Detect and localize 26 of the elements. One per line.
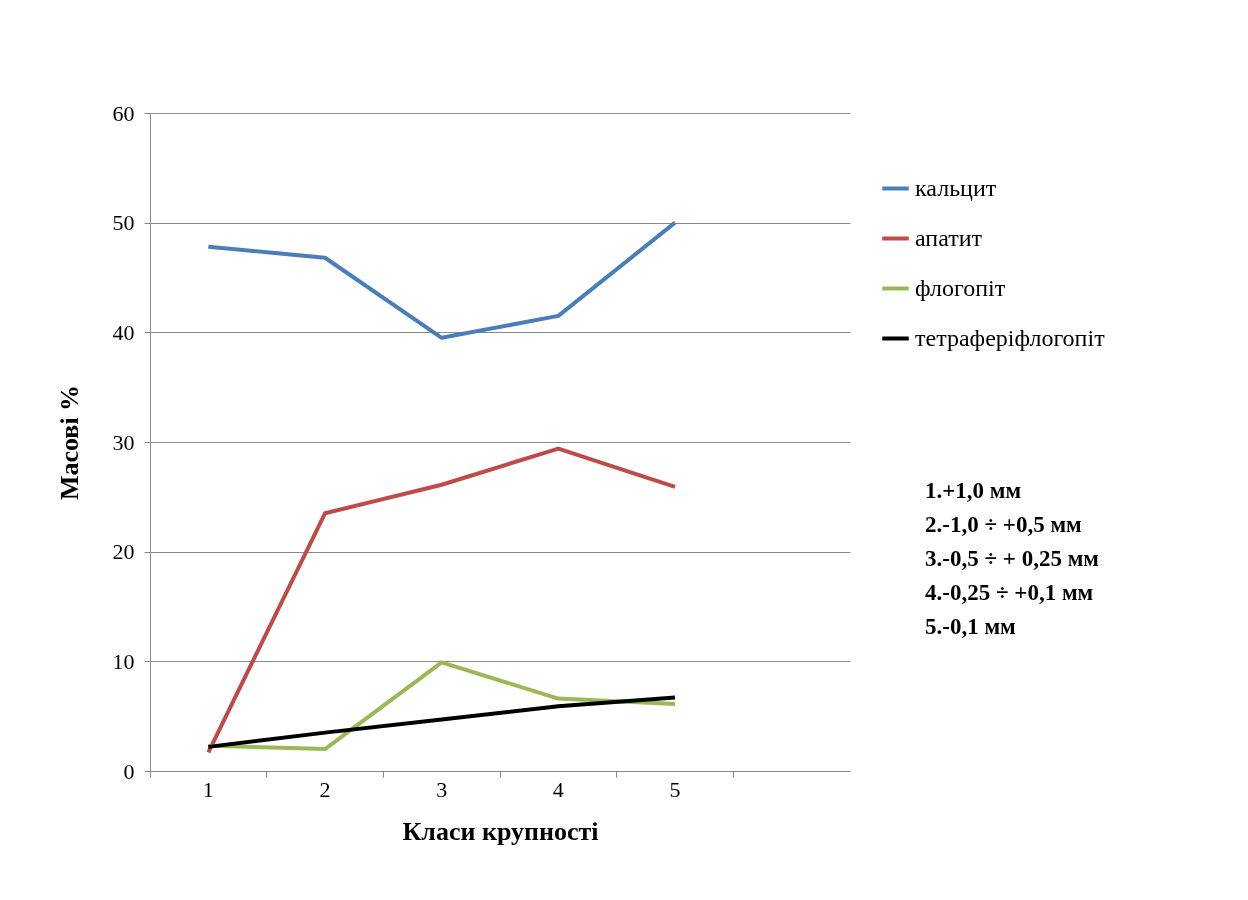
legend-label: тетраферіфлогопіт: [915, 324, 1106, 351]
legend-label: кальцит: [915, 174, 997, 201]
y-tick-label: 40: [112, 319, 135, 345]
text: 1.+1,0 мм: [925, 478, 1022, 503]
x-tick-label: 4: [552, 776, 564, 802]
y-tick-label: 20: [112, 539, 135, 565]
y-tick-label: 30: [112, 429, 135, 455]
y-axis-title: Масові %: [54, 384, 84, 501]
x-axis-title: Класи крупності: [402, 816, 599, 846]
x-tick-label: 3: [436, 776, 448, 802]
y-tick-label: 50: [112, 210, 135, 236]
y-tick-label: 60: [112, 100, 135, 126]
legend-label: апатит: [915, 224, 983, 251]
line-series: [206, 695, 677, 749]
x-tick-label: 2: [319, 776, 331, 802]
y-tick-label: 0: [123, 758, 135, 784]
x-tick-label: 1: [202, 776, 214, 802]
y-tick-label: 10: [112, 648, 135, 674]
text: 5.-0,1 мм: [925, 614, 1016, 639]
text: 2.-1,0 ÷ +0,5 мм: [925, 512, 1082, 537]
x-tick-label: 5: [669, 776, 681, 802]
line-series: [206, 220, 677, 340]
line-series: [206, 446, 677, 755]
text: 4.-0,25 ÷ +0,1 мм: [925, 580, 1094, 605]
legend-label: флогопіт: [915, 274, 1006, 301]
text: 3.-0,5 ÷ + 0,25 мм: [925, 546, 1099, 571]
